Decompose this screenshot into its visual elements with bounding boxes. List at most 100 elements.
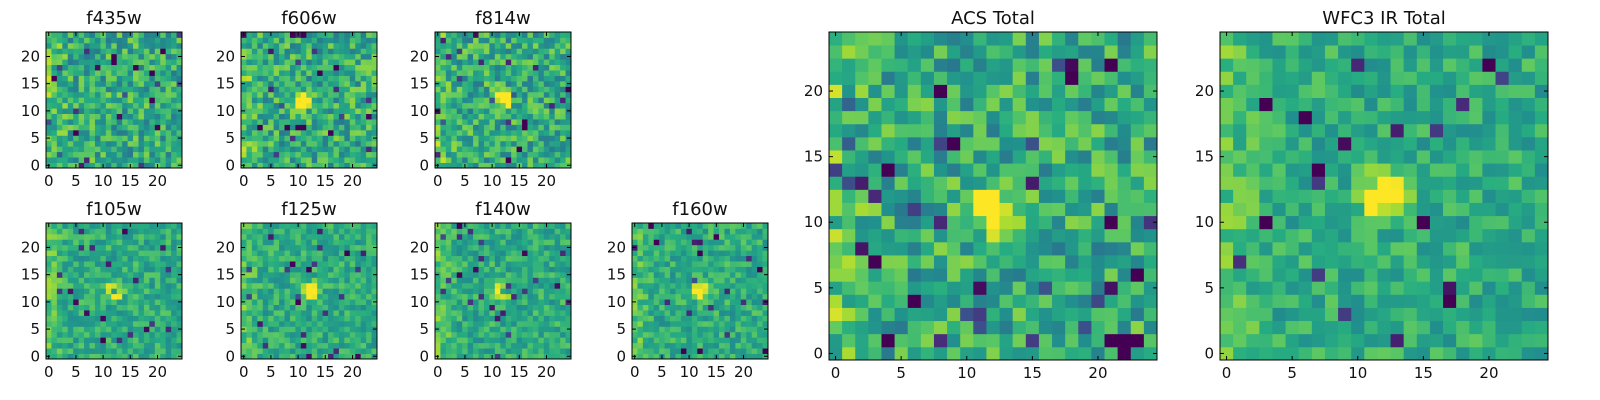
heatmap-cell (708, 282, 714, 289)
heatmap-cell (279, 315, 285, 322)
heatmap-cell (366, 59, 372, 66)
heatmap-cell (328, 102, 334, 109)
heatmap-cell (241, 288, 247, 295)
heatmap-cell (371, 140, 378, 147)
heatmap-cell (478, 331, 485, 338)
heatmap-cell (505, 59, 512, 66)
heatmap-cell (1012, 255, 1027, 269)
heatmap-cell (478, 266, 485, 273)
heatmap-cell (246, 48, 253, 55)
heatmap-cell (478, 293, 485, 300)
heatmap-cell (355, 320, 362, 327)
heatmap-cell (451, 48, 458, 55)
heatmap-cell (46, 293, 52, 300)
heatmap-cell (143, 151, 150, 158)
heatmap-cell (154, 37, 161, 44)
heatmap-cell (494, 119, 501, 125)
heatmap-cell (462, 75, 469, 82)
heatmap-cell (154, 315, 161, 322)
heatmap-cell (478, 299, 485, 305)
heatmap-cell (494, 113, 501, 120)
heatmap-cell (659, 282, 666, 289)
heatmap-cell (713, 239, 720, 246)
heatmap-cell (653, 250, 660, 257)
heatmap-cell (78, 310, 85, 316)
heatmap-cell (554, 64, 561, 71)
heatmap-cell (306, 108, 313, 114)
heatmap-cell (122, 320, 128, 327)
heatmap-cell (349, 331, 356, 338)
heatmap-cell (138, 261, 145, 267)
heatmap-cell (317, 299, 323, 305)
heatmap-cell (516, 124, 523, 131)
heatmap-cell (311, 48, 318, 55)
heatmap-cell (257, 233, 264, 240)
heatmap-cell (56, 310, 63, 316)
heatmap-cell (127, 233, 134, 240)
heatmap-cell (729, 261, 736, 267)
heatmap-cell (554, 48, 561, 55)
heatmap-cell (300, 304, 307, 311)
heatmap-cell (746, 223, 753, 229)
heatmap-cell (262, 146, 269, 153)
heatmap-cell (751, 244, 758, 251)
heatmap-cell (328, 342, 334, 349)
heatmap-cell (251, 271, 258, 278)
heatmap-cell (478, 42, 485, 49)
heatmap-cell (56, 293, 63, 300)
heatmap-cell (456, 119, 463, 125)
heatmap-cell (366, 288, 372, 295)
heatmap-cell (127, 288, 134, 295)
heatmap-cell (149, 293, 156, 300)
heatmap-cell (100, 337, 107, 344)
heatmap-cell (1052, 294, 1066, 308)
heatmap-cell (473, 293, 479, 300)
heatmap-cell (842, 176, 856, 190)
heatmap-cell (138, 337, 145, 344)
heatmap-cell (560, 244, 566, 251)
heatmap-cell (445, 239, 452, 246)
heatmap-cell (494, 271, 501, 278)
heatmap-cell (554, 228, 561, 235)
heatmap-cell (538, 277, 545, 284)
heatmap-cell (543, 228, 550, 235)
heatmap-cell (855, 333, 869, 348)
heatmap-cell (111, 140, 118, 147)
heatmap-cell (171, 48, 177, 55)
heatmap-cell (338, 239, 345, 246)
heatmap-cell (105, 315, 112, 322)
heatmap-cell (78, 59, 85, 66)
heatmap-cell (435, 288, 441, 295)
heatmap-cell (549, 140, 556, 147)
heatmap-cell (478, 113, 485, 120)
heatmap-cell (664, 271, 671, 278)
heatmap-cell (664, 293, 671, 300)
heatmap-cell (116, 70, 123, 76)
heatmap-cell (360, 157, 367, 163)
heatmap-cell (62, 129, 69, 136)
heatmap-cell (467, 315, 474, 322)
heatmap-cell (659, 277, 666, 284)
heatmap-cell (360, 326, 367, 333)
heatmap-cell (554, 320, 561, 327)
heatmap-cell (516, 304, 523, 311)
heatmap-cell (160, 233, 167, 240)
heatmap-cell (322, 91, 329, 98)
heatmap-cell (333, 135, 340, 142)
heatmap-cell (67, 53, 74, 60)
heatmap-cell (333, 124, 340, 131)
heatmap-cell (724, 233, 731, 240)
heatmap-cell (273, 119, 280, 125)
heatmap-cell (306, 119, 313, 125)
heatmap-cell (268, 315, 275, 322)
heatmap-cell (489, 124, 496, 131)
heatmap-cell (560, 97, 566, 104)
heatmap-cell (565, 255, 572, 262)
heatmap-cell (489, 315, 496, 322)
heatmap-cell (289, 299, 296, 305)
heatmap-cell (67, 140, 74, 147)
heatmap-cell (127, 304, 134, 311)
heatmap-cell (322, 140, 329, 147)
heatmap-cell (543, 320, 550, 327)
heatmap-cell (317, 146, 323, 153)
